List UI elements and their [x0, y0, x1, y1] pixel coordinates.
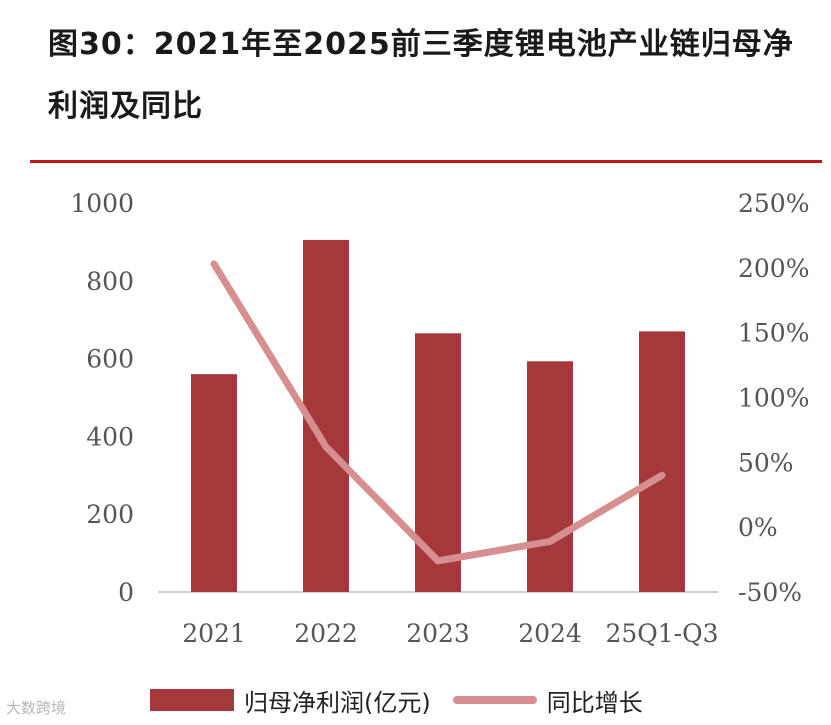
title-divider — [30, 160, 822, 163]
legend: 归母净利润(亿元) 同比增长 — [150, 682, 665, 718]
y-right-tick-label: 250% — [738, 189, 809, 218]
y-right-tick-label: -50% — [738, 578, 802, 607]
legend-bar-swatch — [150, 689, 234, 711]
y-right-tick-label: 0% — [738, 513, 778, 542]
line-point — [661, 474, 663, 476]
y-right-tick-label: 100% — [738, 384, 809, 413]
y-left-tick-label: 400 — [86, 422, 134, 451]
legend-line-label: 同比增长 — [546, 688, 643, 717]
y-left-tick-label: 200 — [86, 500, 134, 529]
line-point — [325, 446, 327, 448]
legend-item-bar: 归母净利润(亿元) — [150, 683, 431, 718]
x-tick-label: 2021 — [182, 619, 246, 648]
x-tick-label: 2023 — [406, 619, 470, 648]
line-point — [437, 560, 439, 562]
legend-item-line: 同比增长 — [452, 683, 643, 718]
x-tick-label: 25Q1-Q3 — [605, 619, 718, 648]
bar — [527, 361, 573, 592]
watermark: 大数跨境 — [6, 699, 67, 717]
bar — [415, 333, 461, 592]
y-right-tick-label: 50% — [738, 448, 794, 477]
y-left-tick-label: 0 — [118, 578, 134, 607]
x-tick-label: 2022 — [294, 619, 358, 648]
bar — [191, 374, 237, 592]
legend-bar-label: 归母净利润(亿元) — [244, 688, 431, 717]
y-left-tick-label: 800 — [86, 267, 134, 296]
chart-title: 图30：2021年至2025前三季度锂电池产业链归母净利润及同比 — [48, 27, 794, 124]
bar — [639, 331, 685, 592]
y-right-tick-label: 200% — [738, 254, 809, 283]
y-left-tick-label: 1000 — [70, 189, 134, 218]
legend-line-swatch — [452, 696, 537, 704]
line-point — [213, 263, 215, 265]
chart-canvas: 0 200 400 600 800 1000 -50% 0% 50% 100% 150% 200% 25… — [70, 189, 809, 648]
y-right-tick-label: 150% — [738, 319, 809, 348]
x-tick-label: 2024 — [518, 619, 582, 648]
line-point — [549, 540, 551, 542]
y-left-tick-label: 600 — [86, 345, 134, 374]
